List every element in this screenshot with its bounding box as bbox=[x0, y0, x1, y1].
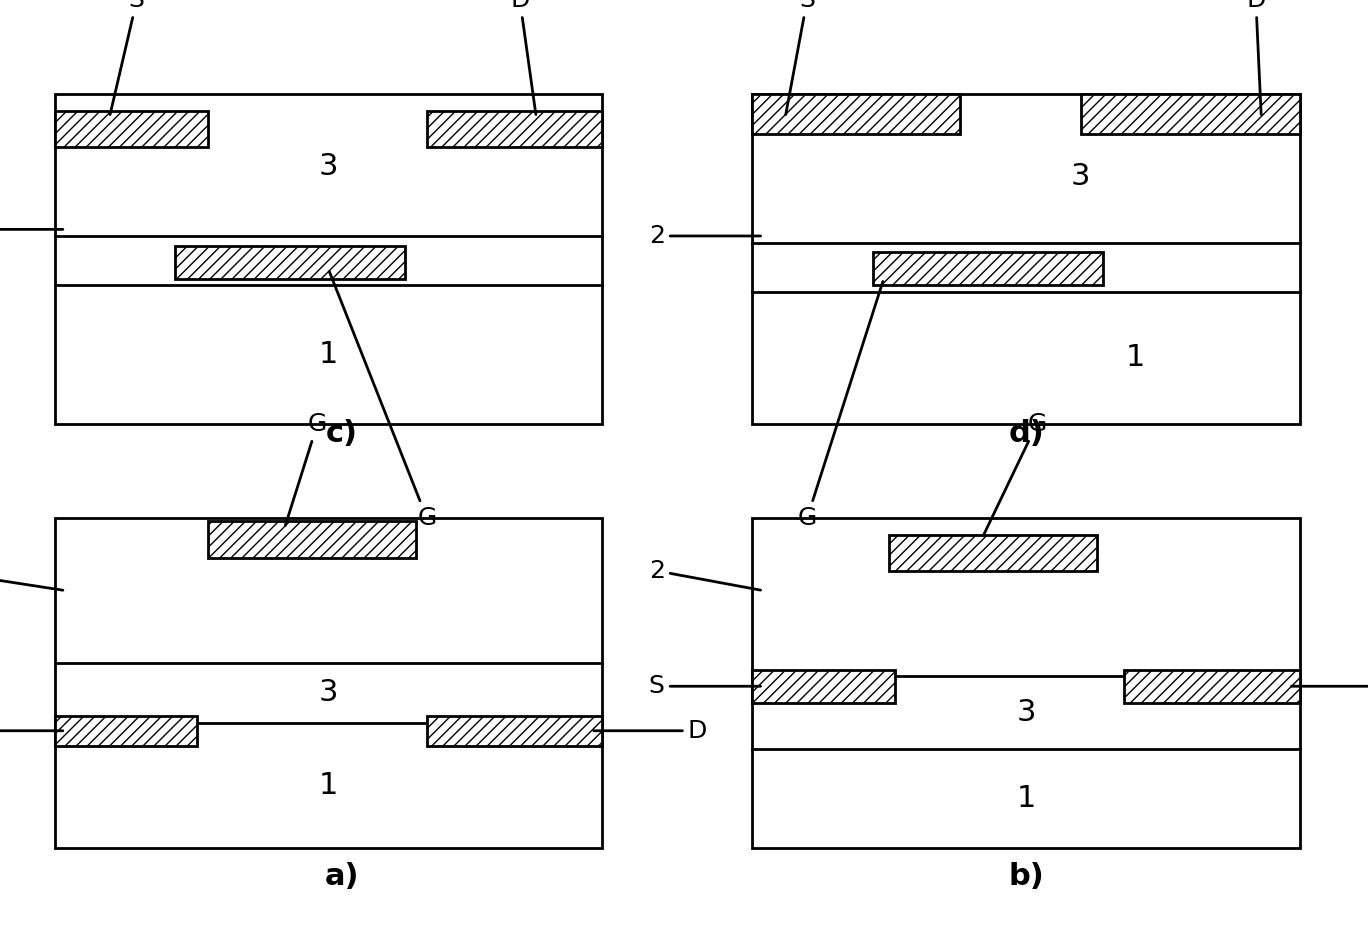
Text: S: S bbox=[0, 719, 63, 742]
Text: 2: 2 bbox=[0, 218, 63, 241]
Text: G: G bbox=[330, 271, 436, 530]
Text: 2: 2 bbox=[0, 562, 63, 591]
Text: d): d) bbox=[1008, 419, 1044, 447]
Text: S: S bbox=[785, 0, 815, 115]
Text: G: G bbox=[798, 282, 882, 530]
Text: D: D bbox=[1291, 674, 1368, 698]
Text: 3: 3 bbox=[1016, 698, 1036, 727]
Text: b): b) bbox=[1008, 862, 1044, 890]
Text: 1: 1 bbox=[319, 771, 338, 800]
Bar bbox=[752, 518, 1300, 848]
Bar bbox=[55, 94, 602, 424]
Bar bbox=[889, 535, 1097, 571]
Bar bbox=[175, 246, 405, 279]
Text: a): a) bbox=[324, 862, 360, 890]
Text: c): c) bbox=[326, 419, 358, 447]
Text: 1: 1 bbox=[1016, 784, 1036, 813]
Bar bbox=[55, 716, 197, 746]
Bar bbox=[427, 716, 602, 746]
Bar bbox=[752, 94, 960, 134]
Bar bbox=[752, 670, 895, 703]
Text: S: S bbox=[648, 674, 761, 698]
Text: 1: 1 bbox=[1126, 344, 1145, 372]
Bar bbox=[1081, 94, 1300, 134]
Text: D: D bbox=[1246, 0, 1265, 115]
Bar bbox=[55, 110, 208, 147]
Text: D: D bbox=[510, 0, 536, 115]
Text: 3: 3 bbox=[319, 678, 338, 707]
Bar bbox=[873, 252, 1103, 285]
Bar bbox=[427, 110, 602, 147]
Text: 3: 3 bbox=[1071, 162, 1090, 191]
Text: G: G bbox=[984, 412, 1047, 535]
Text: D: D bbox=[594, 719, 707, 742]
Bar bbox=[1124, 670, 1300, 703]
Text: 2: 2 bbox=[648, 224, 761, 248]
Text: 1: 1 bbox=[319, 340, 338, 369]
Text: S: S bbox=[109, 0, 145, 115]
Bar bbox=[208, 522, 416, 558]
Text: G: G bbox=[286, 412, 327, 526]
Bar bbox=[752, 94, 1300, 424]
Bar bbox=[55, 518, 602, 848]
Text: 3: 3 bbox=[319, 153, 338, 181]
Text: 2: 2 bbox=[648, 559, 761, 590]
